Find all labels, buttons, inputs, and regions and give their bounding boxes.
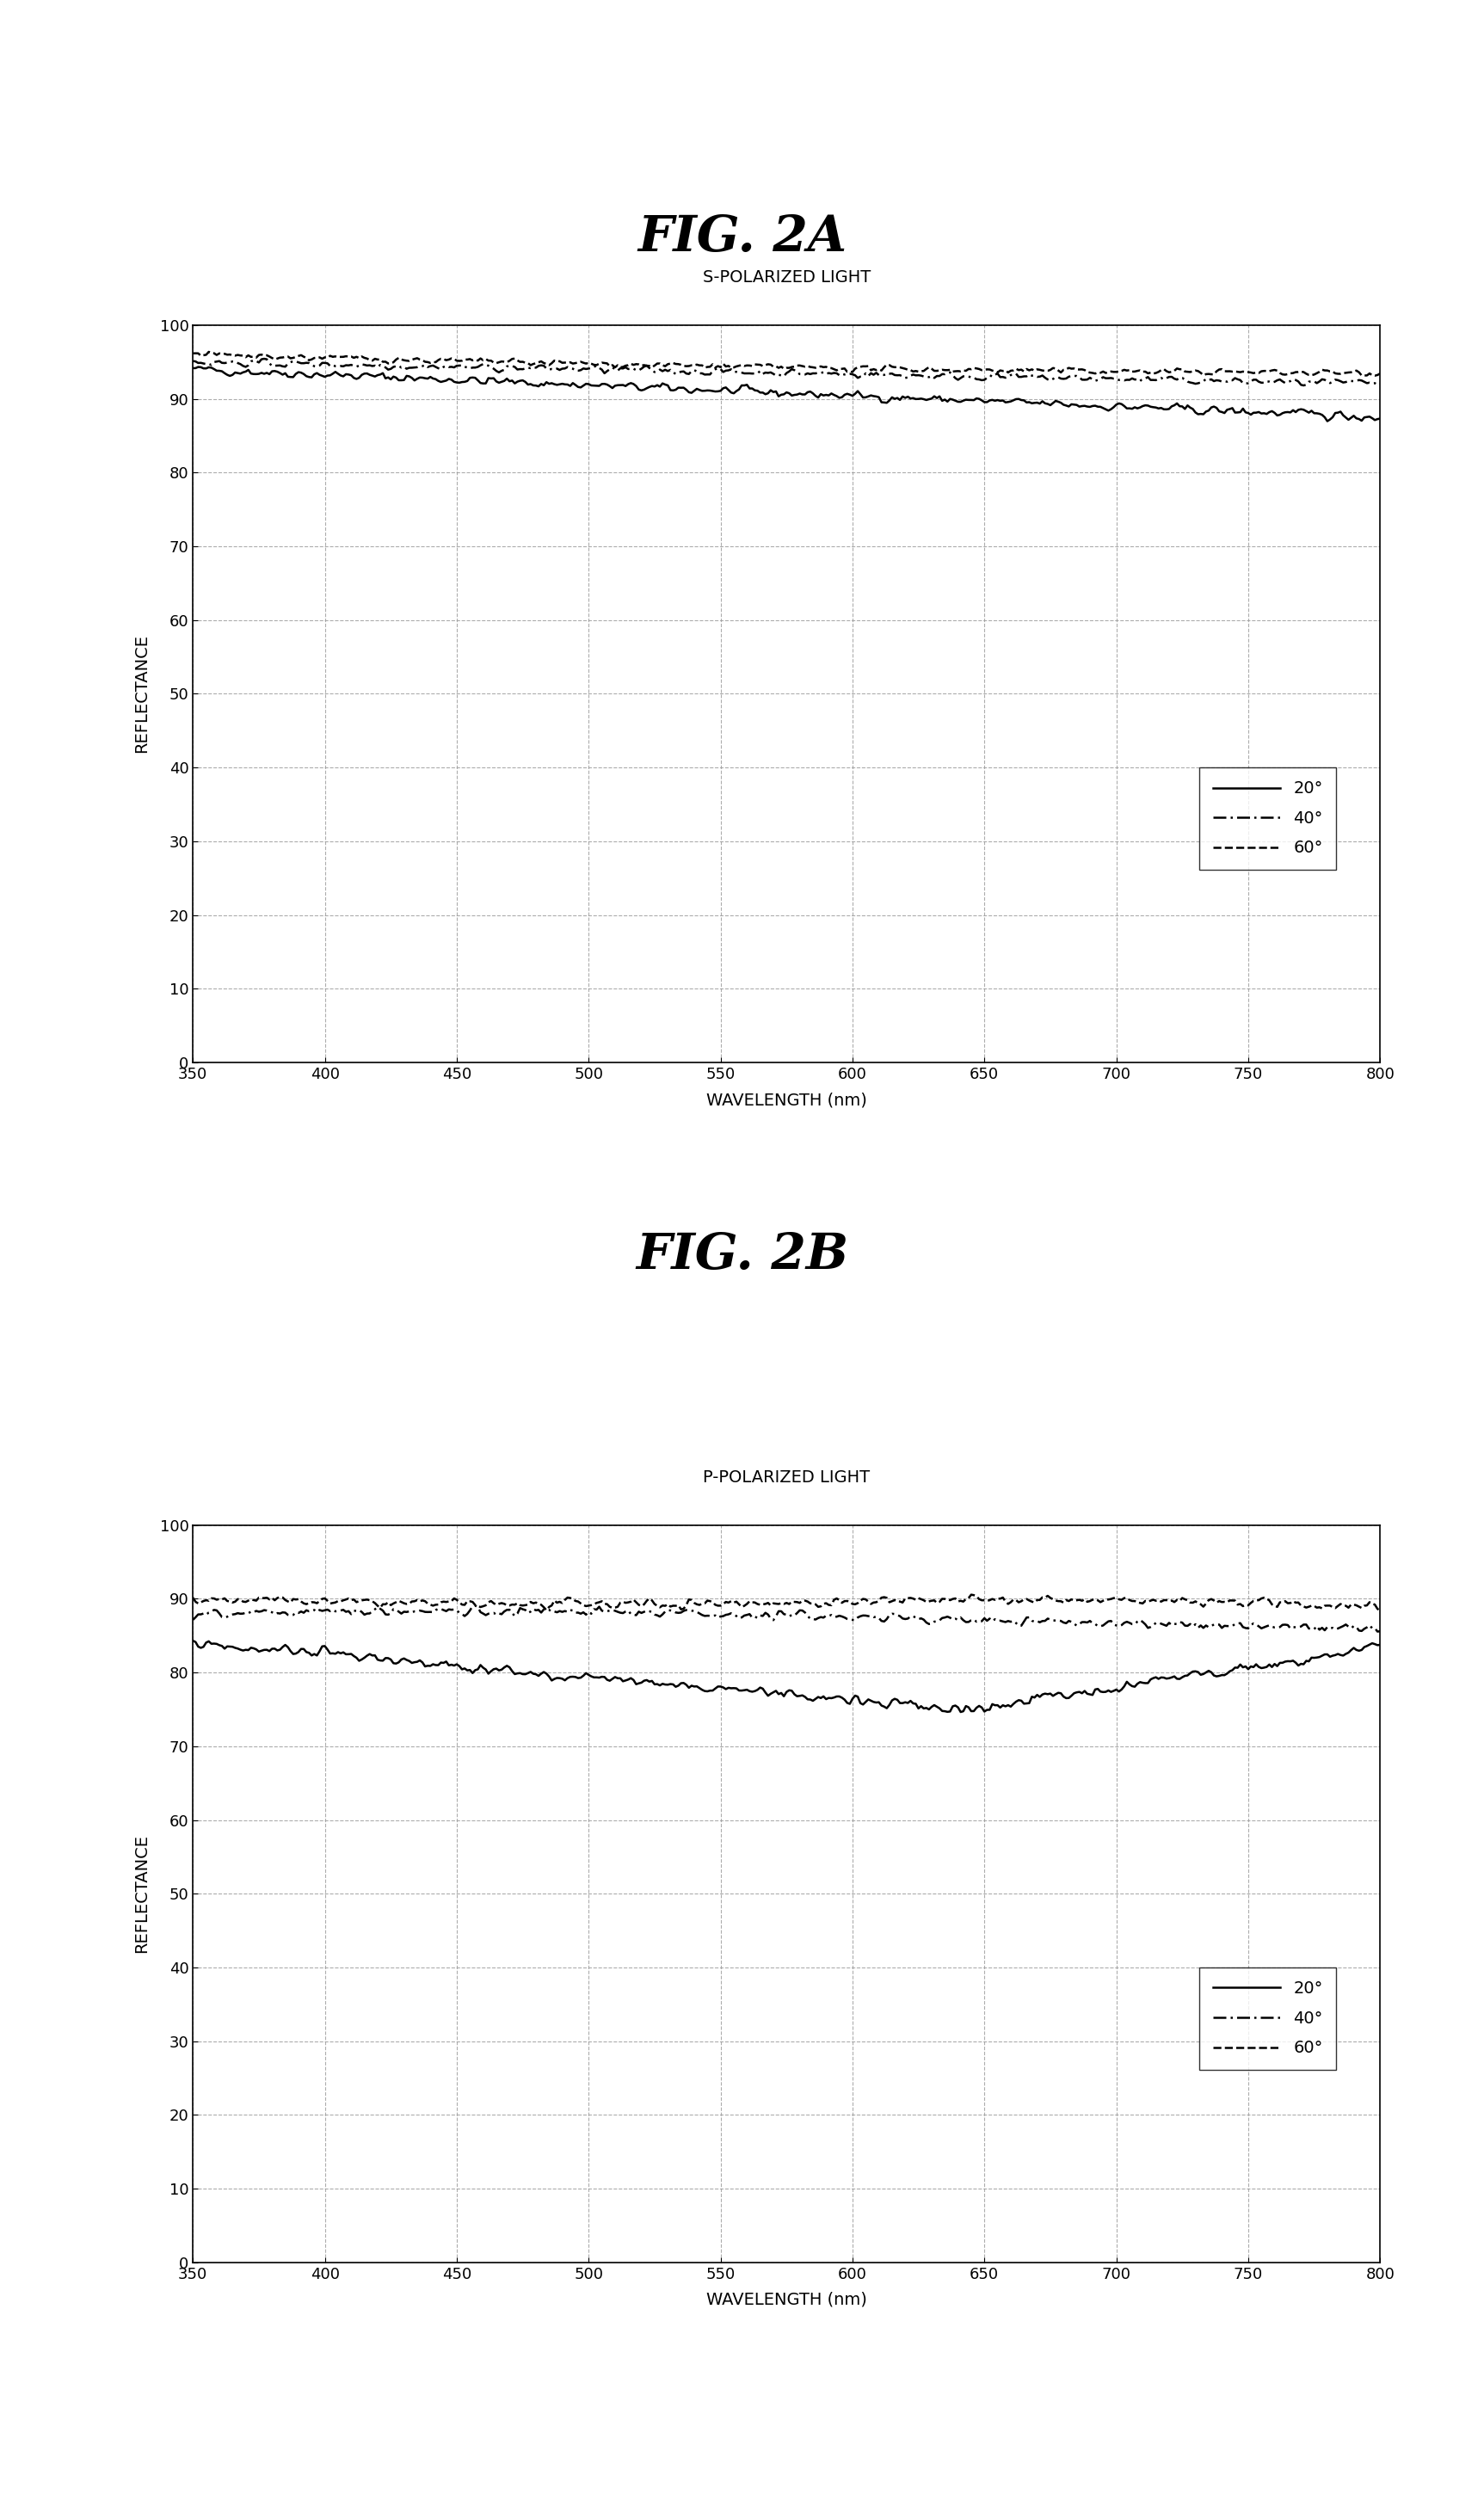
- 60°: [1181, 358, 1199, 388]
- 60°: [1371, 358, 1389, 388]
- 40°: [184, 345, 202, 375]
- 60°: [962, 1580, 979, 1610]
- 40°: [833, 360, 850, 390]
- Line: 60°: 60°: [193, 352, 1380, 375]
- 60°: [1365, 360, 1383, 390]
- Legend: 20°, 40°, 60°: 20°, 40°, 60°: [1199, 767, 1336, 870]
- 40°: [1181, 367, 1199, 397]
- 20°: [988, 1690, 1006, 1720]
- 20°: [361, 360, 378, 390]
- 40°: [1181, 1610, 1199, 1640]
- 40°: [184, 1605, 202, 1635]
- 20°: [190, 352, 208, 382]
- 20°: [358, 1640, 375, 1670]
- Text: FIG. 2B: FIG. 2B: [635, 1230, 849, 1280]
- 60°: [1371, 1595, 1389, 1625]
- 60°: [677, 350, 695, 380]
- 40°: [988, 1605, 1006, 1635]
- 20°: [1181, 392, 1199, 422]
- 60°: [239, 1585, 257, 1615]
- 20°: [184, 352, 202, 382]
- 20°: [833, 382, 850, 412]
- 60°: [833, 355, 850, 385]
- Line: 20°: 20°: [193, 367, 1380, 420]
- 40°: [833, 1602, 850, 1632]
- 60°: [358, 1585, 375, 1615]
- 20°: [184, 1625, 202, 1655]
- Y-axis label: REFLECTANCE: REFLECTANCE: [134, 635, 150, 752]
- Line: 60°: 60°: [193, 1595, 1380, 1610]
- Line: 40°: 40°: [193, 1605, 1380, 1632]
- 40°: [1368, 1618, 1386, 1648]
- 40°: [255, 345, 273, 375]
- 20°: [239, 1635, 257, 1665]
- Legend: 20°, 40°, 60°: 20°, 40°, 60°: [1199, 1968, 1336, 2070]
- 20°: [988, 385, 1006, 415]
- 20°: [675, 1668, 693, 1698]
- 60°: [988, 358, 1006, 388]
- X-axis label: WAVELENGTH (nm): WAVELENGTH (nm): [706, 2292, 867, 2308]
- 40°: [1371, 370, 1389, 400]
- 20°: [951, 1698, 969, 1727]
- Y-axis label: REFLECTANCE: REFLECTANCE: [134, 1835, 150, 1953]
- 20°: [242, 358, 260, 388]
- 40°: [677, 358, 695, 388]
- 20°: [677, 375, 695, 405]
- 60°: [184, 338, 202, 367]
- 40°: [677, 1595, 695, 1625]
- 60°: [831, 1585, 849, 1615]
- 60°: [200, 338, 218, 367]
- 20°: [1181, 1658, 1199, 1688]
- Line: 40°: 40°: [193, 360, 1380, 385]
- 40°: [239, 350, 257, 380]
- Text: FIG. 2A: FIG. 2A: [638, 212, 846, 262]
- 60°: [675, 1592, 693, 1622]
- 20°: [1371, 1630, 1389, 1660]
- 40°: [239, 1598, 257, 1628]
- X-axis label: WAVELENGTH (nm): WAVELENGTH (nm): [706, 1092, 867, 1108]
- 40°: [466, 1590, 484, 1620]
- 40°: [1371, 1618, 1389, 1648]
- 40°: [361, 350, 378, 380]
- 60°: [988, 1582, 1006, 1612]
- 60°: [1181, 1588, 1199, 1618]
- Title: P-POLARIZED LIGHT: P-POLARIZED LIGHT: [703, 1470, 870, 1485]
- 20°: [1371, 402, 1389, 432]
- 60°: [242, 342, 260, 372]
- Title: S-POLARIZED LIGHT: S-POLARIZED LIGHT: [702, 270, 871, 285]
- 40°: [988, 358, 1006, 388]
- 60°: [184, 1582, 202, 1612]
- 20°: [1318, 405, 1336, 435]
- Line: 20°: 20°: [193, 1640, 1380, 1712]
- 20°: [831, 1682, 849, 1712]
- 60°: [361, 345, 378, 375]
- 40°: [358, 1598, 375, 1628]
- 40°: [1294, 370, 1312, 400]
